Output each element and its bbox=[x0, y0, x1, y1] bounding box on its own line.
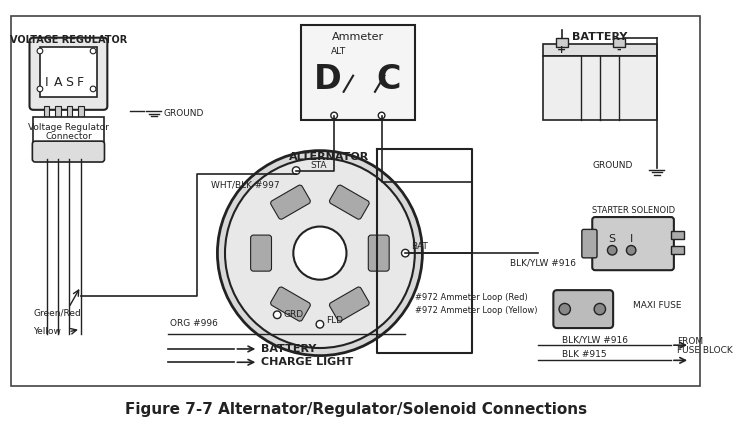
Text: #972 Ammeter Loop (Red): #972 Ammeter Loop (Red) bbox=[415, 293, 528, 302]
Text: Green/Red: Green/Red bbox=[33, 308, 81, 317]
FancyBboxPatch shape bbox=[330, 287, 369, 321]
Text: Voltage Regulator: Voltage Regulator bbox=[28, 123, 109, 133]
Text: D: D bbox=[314, 63, 342, 96]
Text: BLK #915: BLK #915 bbox=[562, 350, 606, 359]
FancyBboxPatch shape bbox=[32, 141, 105, 162]
Text: A: A bbox=[54, 76, 63, 89]
Text: Yellow: Yellow bbox=[33, 327, 61, 337]
Bar bbox=[301, 25, 415, 120]
Circle shape bbox=[378, 112, 385, 119]
Circle shape bbox=[91, 48, 96, 54]
Text: BLK/YLW #916: BLK/YLW #916 bbox=[510, 258, 576, 267]
Text: S: S bbox=[66, 76, 74, 89]
Text: Connector: Connector bbox=[45, 132, 92, 141]
Text: GRD: GRD bbox=[284, 310, 304, 319]
FancyBboxPatch shape bbox=[271, 287, 311, 321]
Circle shape bbox=[330, 112, 338, 119]
Bar bbox=[40, 47, 97, 96]
Bar bbox=[55, 106, 61, 117]
Text: FLD: FLD bbox=[327, 316, 344, 325]
FancyBboxPatch shape bbox=[553, 290, 613, 328]
FancyBboxPatch shape bbox=[582, 229, 597, 258]
Circle shape bbox=[607, 245, 617, 255]
Text: Figure 7-7 Alternator/Regulator/Solenoid Connections: Figure 7-7 Alternator/Regulator/Solenoid… bbox=[125, 402, 587, 417]
Text: WHT/BLK #997: WHT/BLK #997 bbox=[210, 180, 280, 189]
FancyBboxPatch shape bbox=[29, 37, 107, 110]
Circle shape bbox=[626, 245, 636, 255]
Text: FUSE BLOCK: FUSE BLOCK bbox=[676, 346, 732, 355]
Text: BATTERY: BATTERY bbox=[572, 32, 628, 42]
Bar bbox=[543, 56, 657, 120]
FancyBboxPatch shape bbox=[271, 185, 311, 219]
Text: Ammeter: Ammeter bbox=[332, 32, 384, 42]
Text: BATTERY: BATTERY bbox=[261, 344, 316, 354]
Circle shape bbox=[316, 320, 324, 328]
Text: ALT: ALT bbox=[331, 47, 347, 56]
Circle shape bbox=[37, 48, 43, 54]
Circle shape bbox=[292, 167, 300, 174]
Bar bbox=[33, 117, 104, 144]
Text: MAXI FUSE: MAXI FUSE bbox=[633, 301, 682, 310]
Circle shape bbox=[225, 158, 415, 348]
Bar bbox=[543, 44, 657, 56]
Text: ORG #996: ORG #996 bbox=[170, 319, 218, 328]
Circle shape bbox=[217, 150, 422, 356]
Text: GROUND: GROUND bbox=[592, 161, 633, 170]
Bar bbox=[78, 106, 84, 117]
Circle shape bbox=[559, 303, 570, 315]
Text: F: F bbox=[77, 76, 85, 89]
Text: I: I bbox=[629, 234, 633, 244]
Text: BLK/YLW #916: BLK/YLW #916 bbox=[562, 336, 628, 345]
Text: GROUND: GROUND bbox=[163, 109, 204, 118]
Text: +: + bbox=[557, 45, 567, 55]
Circle shape bbox=[91, 86, 96, 92]
FancyBboxPatch shape bbox=[251, 235, 272, 271]
FancyBboxPatch shape bbox=[330, 185, 369, 219]
Text: #972 Ammeter Loop (Yellow): #972 Ammeter Loop (Yellow) bbox=[415, 306, 537, 314]
Text: ALTERNATOR: ALTERNATOR bbox=[289, 152, 369, 162]
Circle shape bbox=[402, 249, 409, 257]
FancyBboxPatch shape bbox=[592, 217, 674, 270]
Bar bbox=[671, 231, 684, 239]
Text: I: I bbox=[45, 76, 49, 89]
Text: FROM: FROM bbox=[676, 337, 703, 346]
Bar bbox=[66, 106, 72, 117]
Bar bbox=[12, 16, 701, 386]
Bar bbox=[556, 37, 567, 47]
Text: BAT: BAT bbox=[411, 242, 428, 251]
Text: STARTER SOLENOID: STARTER SOLENOID bbox=[592, 206, 675, 215]
Text: C: C bbox=[376, 63, 400, 96]
Circle shape bbox=[594, 303, 606, 315]
Text: CHARGE LIGHT: CHARGE LIGHT bbox=[261, 357, 353, 367]
Circle shape bbox=[294, 227, 347, 279]
Bar bbox=[613, 37, 625, 47]
Circle shape bbox=[273, 311, 281, 319]
Circle shape bbox=[37, 86, 43, 92]
Text: STA: STA bbox=[311, 161, 327, 170]
Bar bbox=[43, 106, 49, 117]
FancyBboxPatch shape bbox=[368, 235, 389, 271]
Text: VOLTAGE REGULATOR: VOLTAGE REGULATOR bbox=[10, 35, 127, 45]
Bar bbox=[671, 246, 684, 254]
Text: -: - bbox=[617, 45, 621, 55]
Text: S: S bbox=[609, 234, 616, 244]
